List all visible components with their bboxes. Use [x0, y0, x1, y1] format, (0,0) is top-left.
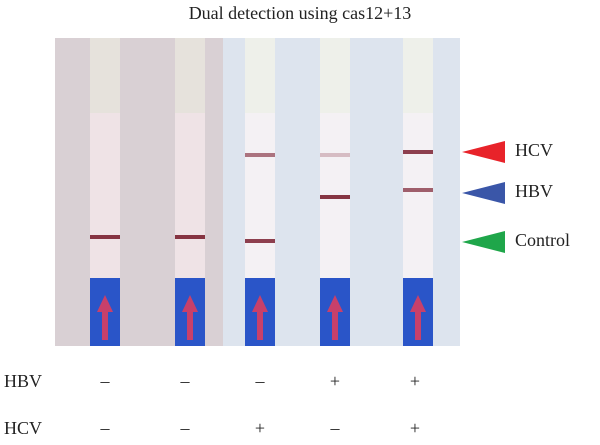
marker-label: HBV: [515, 181, 553, 201]
pad-arrow: [327, 295, 343, 340]
test-band: [320, 195, 350, 199]
sign: +: [330, 371, 340, 391]
pad-arrow: [97, 295, 113, 340]
test-band: [403, 150, 433, 154]
test-band: [175, 235, 205, 239]
row-label: HBV: [4, 371, 42, 391]
row-label: HCV: [4, 418, 42, 438]
test-band: [90, 235, 120, 239]
strip-top: [403, 38, 433, 113]
marker-arrow: [462, 182, 505, 204]
pad-arrow: [252, 295, 268, 340]
sign: –: [330, 418, 341, 438]
sign: –: [180, 371, 191, 391]
sign: –: [255, 371, 266, 391]
sign: –: [100, 418, 111, 438]
marker-arrow: [462, 231, 505, 253]
strip-top: [320, 38, 350, 113]
sign: –: [180, 418, 191, 438]
pad-arrow: [410, 295, 426, 340]
pad-arrow: [182, 295, 198, 340]
sign: +: [410, 418, 420, 438]
test-band: [403, 188, 433, 192]
marker-label: HCV: [515, 140, 553, 160]
marker-label: Control: [515, 230, 570, 250]
title: Dual detection using cas12+13: [189, 3, 412, 23]
test-band: [245, 153, 275, 157]
strip-top: [90, 38, 120, 113]
strip-top: [245, 38, 275, 113]
test-band: [320, 153, 350, 157]
sign: +: [410, 371, 420, 391]
marker-arrow: [462, 141, 505, 163]
sign: –: [100, 371, 111, 391]
photo: [55, 38, 460, 346]
test-band: [245, 239, 275, 243]
strip-top: [175, 38, 205, 113]
sign: +: [255, 418, 265, 438]
